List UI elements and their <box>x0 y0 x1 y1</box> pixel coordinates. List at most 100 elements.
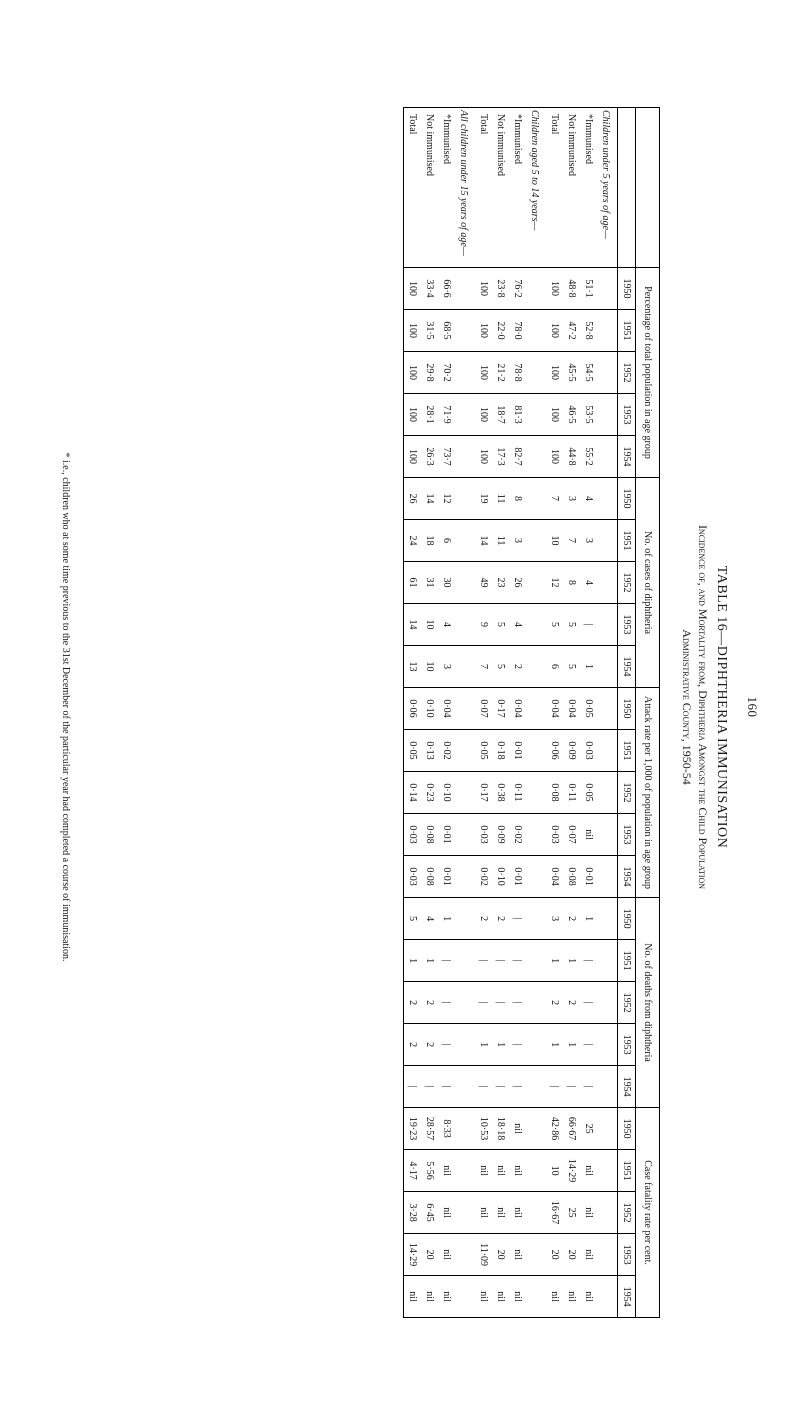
cell: 23·8 <box>492 268 509 310</box>
cell: 4 <box>580 562 597 604</box>
year-head: 1951 <box>618 520 636 562</box>
cell: 1 <box>580 898 597 940</box>
year-head: 1954 <box>618 436 636 478</box>
cell: nil <box>580 1234 597 1276</box>
cell <box>597 604 618 646</box>
cell <box>455 436 475 478</box>
cell: 0·03 <box>404 856 422 898</box>
cell <box>597 856 618 898</box>
cell <box>455 688 475 730</box>
cell: nil <box>580 1276 597 1318</box>
table-row: Total100100100100100191449970·070·050·17… <box>475 108 492 1318</box>
cell: 0·04 <box>563 688 580 730</box>
cell: 0·23 <box>421 772 438 814</box>
cell: nil <box>509 1150 526 1192</box>
cell: 100 <box>546 352 563 394</box>
cell <box>597 646 618 688</box>
cell: 19·23 <box>404 1108 422 1150</box>
cell <box>597 940 618 982</box>
table-row: Total10010010010010026246114130·060·050·… <box>404 108 422 1318</box>
cell: 7 <box>546 478 563 520</box>
cell: 100 <box>546 268 563 310</box>
year-head: 1952 <box>618 562 636 604</box>
cell: 0·08 <box>421 814 438 856</box>
cell: 8 <box>563 562 580 604</box>
cell: 3 <box>580 520 597 562</box>
year-head: 1953 <box>618 394 636 436</box>
cell: 1 <box>580 646 597 688</box>
cell: 14·29 <box>404 1234 422 1276</box>
cell: 4 <box>509 604 526 646</box>
cell: | <box>580 1066 597 1108</box>
cell: 54·5 <box>580 352 597 394</box>
cell: 100 <box>404 310 422 352</box>
cell: 30 <box>438 562 455 604</box>
cell: 29·8 <box>421 352 438 394</box>
cell <box>455 562 475 604</box>
cell: 26 <box>404 478 422 520</box>
year-head: 1950 <box>618 478 636 520</box>
cell <box>526 940 546 982</box>
year-head: 1950 <box>618 268 636 310</box>
cell: 14 <box>404 604 422 646</box>
group-row: All children under 15 years of age— <box>455 108 475 1318</box>
year-head: 1954 <box>618 856 636 898</box>
cell: 20 <box>492 1234 509 1276</box>
cell: 100 <box>475 310 492 352</box>
cell: | <box>421 1066 438 1108</box>
cell: 2 <box>509 646 526 688</box>
cell: 2 <box>421 1024 438 1066</box>
row-stub: Total <box>546 108 563 268</box>
cell: 0·01 <box>580 856 597 898</box>
cell <box>597 520 618 562</box>
cell <box>455 352 475 394</box>
cell <box>597 268 618 310</box>
year-head: 1953 <box>618 1234 636 1276</box>
cell: 81·3 <box>509 394 526 436</box>
year-head: 1952 <box>618 772 636 814</box>
cell: 14·29 <box>563 1150 580 1192</box>
table-body: Children under 5 years of age— *Immunised… <box>404 108 618 1318</box>
cell <box>526 604 546 646</box>
cell: 11 <box>492 478 509 520</box>
year-head: 1950 <box>618 1108 636 1150</box>
group-row: Children under 5 years of age— <box>597 108 618 1318</box>
cell: 0·01 <box>509 730 526 772</box>
group-row: Children aged 5 to 14 years— <box>526 108 546 1318</box>
cell: 4 <box>438 604 455 646</box>
cell: nil <box>438 1192 455 1234</box>
cell: 0·04 <box>509 688 526 730</box>
cell: 0·05 <box>580 688 597 730</box>
cell: | <box>438 940 455 982</box>
cell: 1 <box>475 1024 492 1066</box>
cell: nil <box>404 1276 422 1318</box>
cell <box>455 1108 475 1150</box>
cell: | <box>509 1024 526 1066</box>
cell: 4·17 <box>404 1150 422 1192</box>
cell <box>455 730 475 772</box>
row-stub: Total <box>475 108 492 268</box>
cell <box>597 1024 618 1066</box>
super-head-1: No. of cases of diphtheria <box>636 478 660 688</box>
cell: 1 <box>438 898 455 940</box>
cell <box>526 814 546 856</box>
cell: 0·10 <box>492 856 509 898</box>
cell: 16·67 <box>546 1192 563 1234</box>
cell: 100 <box>404 394 422 436</box>
cell <box>455 856 475 898</box>
cell <box>455 1024 475 1066</box>
cell: 0·10 <box>421 688 438 730</box>
table-row: *Immunised51·152·854·553·555·2434|10·050… <box>580 108 597 1318</box>
sheet: 160 TABLE 16—DIPHTHERIA IMMUNISATION Inc… <box>40 67 760 1347</box>
cell: 18 <box>421 520 438 562</box>
table-row: *Immunised76·278·078·881·382·78326420·04… <box>509 108 526 1318</box>
cell <box>526 394 546 436</box>
cell <box>455 898 475 940</box>
year-head: 1953 <box>618 1024 636 1066</box>
cell: 11·09 <box>475 1234 492 1276</box>
cell <box>526 1150 546 1192</box>
cell: 0·02 <box>475 856 492 898</box>
cell: 9 <box>475 604 492 646</box>
group-label: All children under 15 years of age— <box>455 108 475 268</box>
cell: 1 <box>563 940 580 982</box>
